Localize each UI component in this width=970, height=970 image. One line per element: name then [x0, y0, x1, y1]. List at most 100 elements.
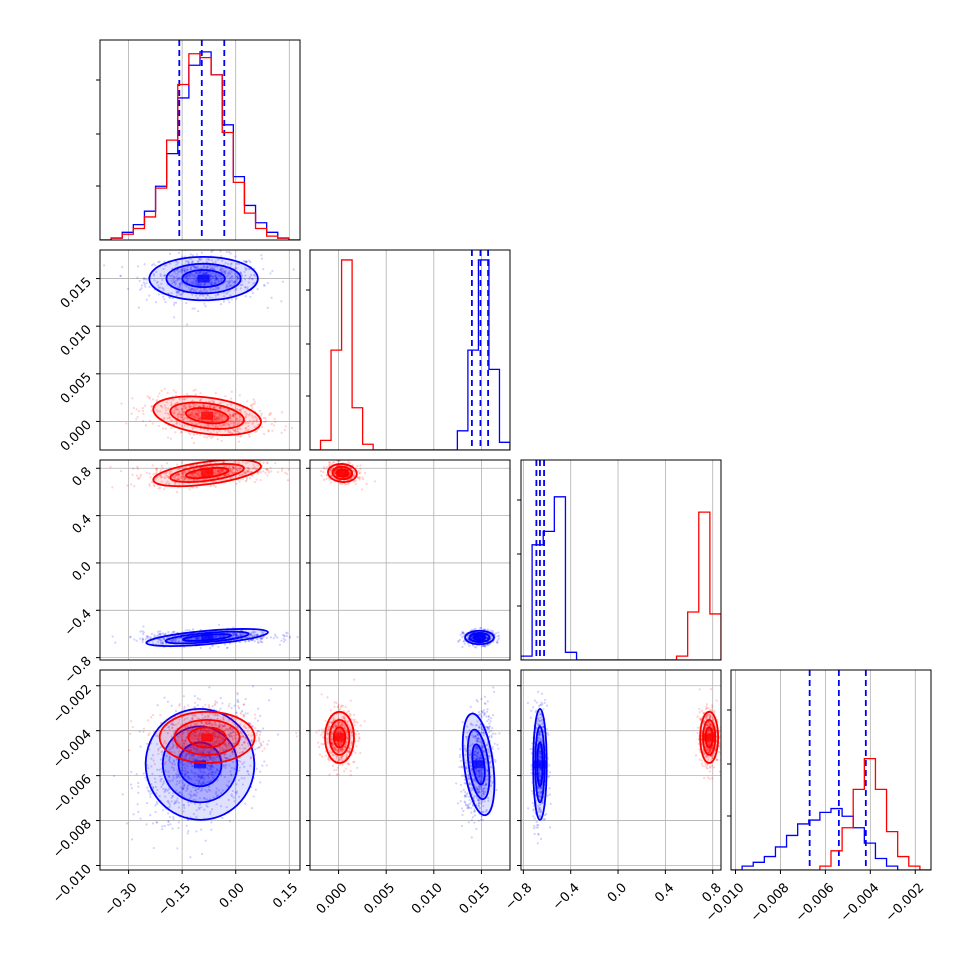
scatter-point [159, 404, 163, 408]
scatter-point [193, 265, 196, 269]
scatter-point [213, 282, 217, 285]
scatter-point [208, 756, 211, 759]
scatter-point [220, 439, 223, 443]
scatter-point [262, 470, 265, 473]
scatter-point [170, 639, 173, 642]
scatter-point [200, 776, 203, 779]
scatter-point [283, 428, 286, 432]
scatter-point [137, 781, 140, 785]
scatter-point [229, 283, 232, 287]
scatter-point [150, 405, 153, 408]
scatter-point [238, 408, 241, 411]
scatter-point [255, 637, 258, 640]
scatter-point [126, 822, 129, 825]
hist-series-1 [310, 259, 510, 450]
scatter-point [186, 628, 189, 632]
scatter-point [230, 284, 233, 287]
scatter-point [191, 273, 194, 276]
scatter-point [173, 763, 177, 766]
scatter-point [189, 745, 192, 748]
scatter-point [247, 414, 250, 417]
scatter-point [210, 250, 213, 253]
scatter-point [195, 289, 198, 293]
scatter-point [162, 427, 165, 430]
scatter-point [236, 691, 239, 694]
scatter-point [176, 278, 179, 281]
scatter-point [280, 411, 284, 414]
scatter-point [160, 464, 163, 467]
scatter-point [235, 633, 238, 636]
scatter-point [178, 284, 182, 287]
scatter-point [250, 470, 253, 474]
scatter-point [204, 305, 207, 308]
scatter-point [227, 780, 230, 783]
scatter-point [219, 269, 222, 272]
density-peak [201, 633, 214, 642]
scatter-point [173, 476, 176, 479]
scatter-point [182, 810, 185, 813]
scatter-point [181, 472, 184, 475]
scatter-point [170, 426, 173, 430]
scatter-point [211, 705, 214, 708]
scatter-point [226, 403, 229, 407]
scatter-point [252, 463, 255, 466]
scatter-point [177, 412, 180, 416]
scatter-point [240, 473, 244, 476]
scatter-point [192, 754, 195, 757]
scatter-point [195, 637, 198, 641]
scatter-point [231, 432, 234, 435]
scatter-point [334, 471, 337, 474]
scatter-point [158, 632, 161, 636]
scatter-point [111, 635, 114, 638]
scatter-point [180, 461, 183, 464]
scatter-point [246, 712, 249, 715]
scatter-point [230, 731, 233, 735]
scatter-point [244, 480, 247, 483]
scatter-point [486, 636, 489, 639]
scatter-point [228, 414, 232, 417]
scatter-point [255, 633, 258, 637]
scatter-point [251, 724, 254, 728]
scatter-point [170, 722, 173, 725]
scatter-point [199, 466, 202, 469]
scatter-point [159, 410, 162, 413]
scatter-point [217, 287, 221, 290]
scatter-point [177, 640, 180, 643]
scatter-point [248, 470, 251, 473]
scatter-point [181, 398, 184, 401]
scatter-point [168, 472, 171, 475]
scatter-point [238, 394, 241, 397]
scatter-point [497, 637, 501, 640]
scatter-point [162, 295, 165, 298]
density-peak [336, 469, 349, 478]
scatter-point [257, 746, 261, 749]
scatter-point [151, 822, 155, 825]
scatter-point [216, 470, 219, 473]
scatter-point [244, 697, 247, 701]
scatter-point [278, 643, 282, 646]
scatter-point [199, 433, 202, 437]
scatter-point [145, 471, 149, 474]
scatter-point [198, 294, 201, 297]
scatter-point [221, 702, 224, 705]
scatter-point [142, 727, 146, 730]
scatter-point [208, 435, 211, 438]
scatter-point [221, 276, 224, 280]
scatter-point [202, 272, 205, 275]
scatter-point [329, 468, 333, 472]
scatter-point [349, 471, 352, 474]
scatter-point [247, 466, 250, 469]
scatter-point [182, 475, 185, 478]
scatter-point [135, 408, 138, 411]
scatter-point [238, 759, 241, 763]
scatter-point [195, 474, 198, 477]
scatter-point [496, 635, 499, 638]
scatter-point [177, 251, 181, 254]
scatter-point [235, 417, 238, 420]
scatter-point [266, 474, 269, 477]
scatter-point [235, 634, 238, 637]
scatter-point [237, 795, 241, 798]
scatter-point [141, 638, 145, 641]
scatter-point [158, 392, 161, 395]
scatter-point [269, 466, 272, 470]
